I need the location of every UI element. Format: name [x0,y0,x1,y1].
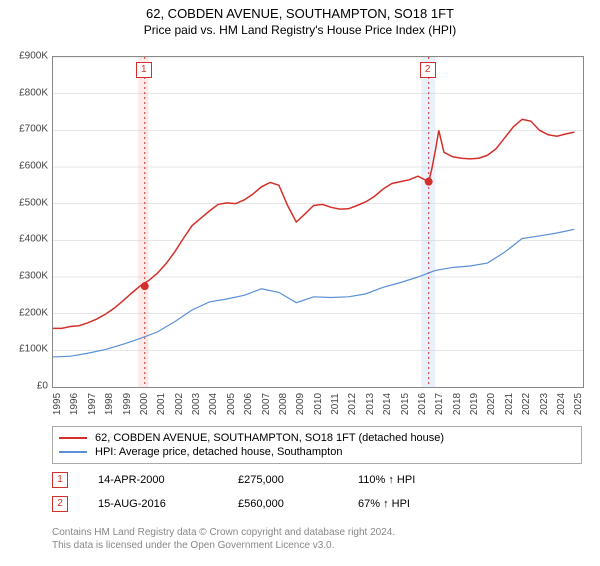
x-tick-label: 2007 [261,393,272,415]
x-tick-label: 2014 [382,393,393,415]
sale-row: 1 14-APR-2000 £275,000 110% ↑ HPI [52,468,582,492]
legend-row: 62, COBDEN AVENUE, SOUTHAMPTON, SO18 1FT… [59,431,575,445]
chart-title: 62, COBDEN AVENUE, SOUTHAMPTON, SO18 1FT [0,6,600,21]
x-tick-label: 2013 [365,393,376,415]
sale-date: 14-APR-2000 [98,474,208,486]
sale-date: 15-AUG-2016 [98,498,208,510]
y-tick-label: £100K [19,344,48,355]
legend-row: HPI: Average price, detached house, Sout… [59,445,575,459]
chart-subtitle: Price paid vs. HM Land Registry's House … [0,23,600,37]
legend-label: 62, COBDEN AVENUE, SOUTHAMPTON, SO18 1FT… [95,432,444,444]
x-tick-label: 2012 [347,393,358,415]
chart-area: £0£100K£200K£300K£400K£500K£600K£700K£80… [52,56,582,386]
x-tick-label: 2019 [469,393,480,415]
legend: 62, COBDEN AVENUE, SOUTHAMPTON, SO18 1FT… [52,426,582,464]
y-tick-label: £300K [19,271,48,282]
x-tick-label: 2009 [295,393,306,415]
x-tick-label: 2023 [539,393,550,415]
legend-swatch [59,437,87,439]
x-tick-label: 2005 [226,393,237,415]
x-tick-label: 1996 [69,393,80,415]
x-tick-label: 2002 [174,393,185,415]
sale-marker-label: 2 [420,62,436,78]
y-tick-label: £800K [19,87,48,98]
sale-row-marker: 2 [52,496,68,512]
x-tick-label: 2011 [330,393,341,415]
sale-pct: 110% ↑ HPI [358,474,415,486]
legend-label: HPI: Average price, detached house, Sout… [95,446,342,458]
sales-table: 1 14-APR-2000 £275,000 110% ↑ HPI 2 15-AUG-20… [52,468,582,516]
x-tick-label: 2018 [452,393,463,415]
x-tick-label: 1999 [122,393,133,415]
y-tick-label: £600K [19,161,48,172]
x-tick-label: 2022 [521,393,532,415]
x-tick-label: 2006 [243,393,254,415]
plot-region [52,56,584,388]
x-tick-label: 2025 [573,393,584,415]
sale-row-marker: 1 [52,472,68,488]
x-tick-label: 2001 [156,393,167,415]
x-tick-label: 2004 [208,393,219,415]
sale-price: £560,000 [238,498,328,510]
sale-pct: 67% ↑ HPI [358,498,410,510]
footer: Contains HM Land Registry data © Crown c… [52,526,582,552]
y-tick-label: £900K [19,51,48,62]
y-tick-label: £200K [19,307,48,318]
x-tick-label: 2017 [434,393,445,415]
y-tick-label: £0 [37,381,48,392]
y-tick-label: £500K [19,197,48,208]
sale-price: £275,000 [238,474,328,486]
x-tick-label: 2015 [400,393,411,415]
legend-swatch [59,451,87,453]
x-tick-label: 2016 [417,393,428,415]
x-tick-label: 1998 [104,393,115,415]
x-tick-label: 2024 [556,393,567,415]
x-tick-label: 1997 [87,393,98,415]
y-tick-label: £700K [19,124,48,135]
sale-marker-label: 1 [136,62,152,78]
footer-line-1: Contains HM Land Registry data © Crown c… [52,526,582,539]
x-tick-label: 2020 [486,393,497,415]
x-tick-label: 2003 [191,393,202,415]
x-tick-label: 2010 [313,393,324,415]
sale-row: 2 15-AUG-2016 £560,000 67% ↑ HPI [52,492,582,516]
x-tick-label: 2008 [278,393,289,415]
x-tick-label: 1995 [52,393,63,415]
y-tick-label: £400K [19,234,48,245]
footer-line-2: This data is licensed under the Open Gov… [52,539,582,552]
x-tick-label: 2021 [504,393,515,415]
x-tick-label: 2000 [139,393,150,415]
